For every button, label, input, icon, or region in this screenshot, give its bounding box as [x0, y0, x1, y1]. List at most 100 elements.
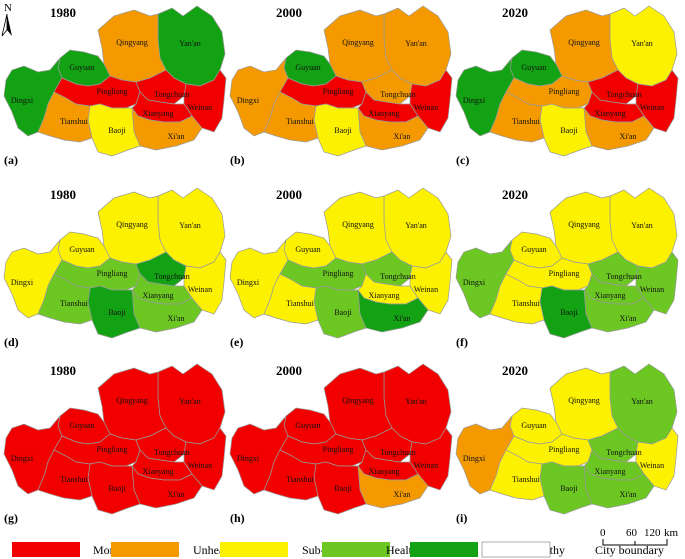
city-label-tongchuan: Tongchuan [154, 448, 189, 457]
scale-bar: 0 60 120 km [600, 527, 679, 546]
panel-label-i: (i) [456, 511, 467, 525]
city-label-tianshui: Tianshui [512, 117, 540, 126]
city-label-tongchuan: Tongchuan [380, 90, 415, 99]
city-label-guyuan: Guyuan [521, 63, 546, 72]
city-label-dingxi: Dingxi [463, 96, 486, 105]
city-label-tianshui: Tianshui [286, 117, 314, 126]
legend-swatch-morbidity [12, 542, 80, 557]
city-label-xianyang: Xianyang [594, 109, 625, 118]
north-arrow-label: N [4, 2, 12, 14]
city-label-qingyang: Qingyang [568, 396, 600, 405]
city-label-baoji: Baoji [560, 484, 578, 493]
scale-tick-60: 60 [626, 527, 638, 539]
city-label-pingliang: Pingliang [97, 87, 128, 96]
city-label-xi-an: Xi'an [620, 490, 637, 499]
scale-tick-120: 120 [644, 527, 661, 539]
legend: MorbidityUnhealthySub-healthyHealthyVery… [12, 541, 664, 558]
panel-label-f: (f) [456, 335, 468, 349]
city-label-xianyang: Xianyang [142, 467, 173, 476]
panel-label-c: (c) [456, 153, 469, 167]
scale-tick-0: 0 [600, 527, 606, 539]
city-label-xi-an: Xi'an [394, 490, 411, 499]
city-label-guyuan: Guyuan [521, 245, 546, 254]
city-label-xianyang: Xianyang [368, 467, 399, 476]
map-panel-f: Yan'an Qingyang Guyuan Dingxi Pingliang Tongc… [455, 187, 679, 349]
city-label-weinan: Weinan [414, 103, 438, 112]
map-panel-d: Yan'an Qingyang Guyuan Dingxi Pingliang Tongc… [3, 187, 227, 349]
city-label-pingliang: Pingliang [549, 445, 580, 454]
city-label-pingliang: Pingliang [323, 269, 354, 278]
city-label-dingxi: Dingxi [11, 96, 34, 105]
city-label-tianshui: Tianshui [512, 299, 540, 308]
city-label-qingyang: Qingyang [342, 220, 374, 229]
city-label-pingliang: Pingliang [323, 445, 354, 454]
legend-swatch-very-healthy [410, 542, 478, 557]
city-label-xi-an: Xi'an [168, 132, 185, 141]
city-label-qingyang: Qingyang [116, 38, 148, 47]
city-label-xi-an: Xi'an [394, 314, 411, 323]
city-label-baoji: Baoji [334, 126, 352, 135]
city-label-baoji: Baoji [334, 484, 352, 493]
city-label-yan-an: Yan'an [179, 39, 201, 48]
city-label-tongchuan: Tongchuan [606, 448, 641, 457]
scale-unit: km [664, 527, 679, 539]
map-panels: Yan'an Qingyang Guyuan Dingxi Pingliang Tongc… [3, 5, 679, 525]
map-panel-g: Yan'an Qingyang Guyuan Dingxi Pingliang Tongc… [3, 363, 227, 525]
panel-year-d: 1980 [50, 187, 76, 202]
city-label-dingxi: Dingxi [237, 454, 260, 463]
city-label-weinan: Weinan [188, 103, 212, 112]
legend-swatch-unhealthy [111, 542, 179, 557]
city-label-baoji: Baoji [108, 484, 126, 493]
city-label-yan-an: Yan'an [405, 39, 427, 48]
city-label-weinan: Weinan [414, 461, 438, 470]
city-label-xi-an: Xi'an [620, 314, 637, 323]
panel-year-a: 1980 [50, 5, 76, 20]
city-label-pingliang: Pingliang [97, 445, 128, 454]
city-label-tianshui: Tianshui [286, 299, 314, 308]
city-label-baoji: Baoji [108, 126, 126, 135]
panel-year-c: 2020 [502, 5, 528, 20]
city-label-weinan: Weinan [640, 461, 664, 470]
city-label-xi-an: Xi'an [168, 490, 185, 499]
panel-label-g: (g) [4, 511, 18, 525]
city-label-pingliang: Pingliang [549, 87, 580, 96]
city-label-xianyang: Xianyang [368, 109, 399, 118]
city-label-tongchuan: Tongchuan [154, 90, 189, 99]
city-label-guyuan: Guyuan [295, 421, 320, 430]
city-label-guyuan: Guyuan [295, 63, 320, 72]
panel-year-g: 1980 [50, 363, 76, 378]
city-label-dingxi: Dingxi [237, 96, 260, 105]
city-label-qingyang: Qingyang [342, 396, 374, 405]
city-label-weinan: Weinan [188, 285, 212, 294]
city-label-xi-an: Xi'an [620, 132, 637, 141]
city-label-weinan: Weinan [640, 285, 664, 294]
city-label-xianyang: Xianyang [368, 291, 399, 300]
city-label-tianshui: Tianshui [60, 475, 88, 484]
city-label-dingxi: Dingxi [11, 454, 34, 463]
panel-label-d: (d) [4, 335, 19, 349]
legend-swatch-sub-healthy [220, 542, 288, 557]
city-label-tianshui: Tianshui [512, 475, 540, 484]
city-label-dingxi: Dingxi [463, 278, 486, 287]
map-panel-c: Yan'an Qingyang Guyuan Dingxi Pingliang Tongc… [455, 5, 679, 167]
city-label-xi-an: Xi'an [168, 314, 185, 323]
city-label-dingxi: Dingxi [11, 278, 34, 287]
city-label-yan-an: Yan'an [405, 397, 427, 406]
panel-label-e: (e) [230, 335, 243, 349]
city-label-tongchuan: Tongchuan [606, 90, 641, 99]
panel-year-b: 2000 [276, 5, 302, 20]
city-label-xianyang: Xianyang [594, 291, 625, 300]
city-label-xianyang: Xianyang [142, 109, 173, 118]
legend-swatch-boundary [481, 541, 551, 558]
city-label-xianyang: Xianyang [594, 467, 625, 476]
city-label-tianshui: Tianshui [286, 475, 314, 484]
city-label-tongchuan: Tongchuan [606, 272, 641, 281]
city-label-yan-an: Yan'an [179, 221, 201, 230]
city-label-qingyang: Qingyang [342, 38, 374, 47]
city-label-qingyang: Qingyang [116, 396, 148, 405]
city-label-guyuan: Guyuan [69, 421, 94, 430]
map-panel-i: Yan'an Qingyang Guyuan Dingxi Pingliang Tongc… [455, 363, 679, 525]
city-label-qingyang: Qingyang [116, 220, 148, 229]
panel-year-f: 2020 [502, 187, 528, 202]
